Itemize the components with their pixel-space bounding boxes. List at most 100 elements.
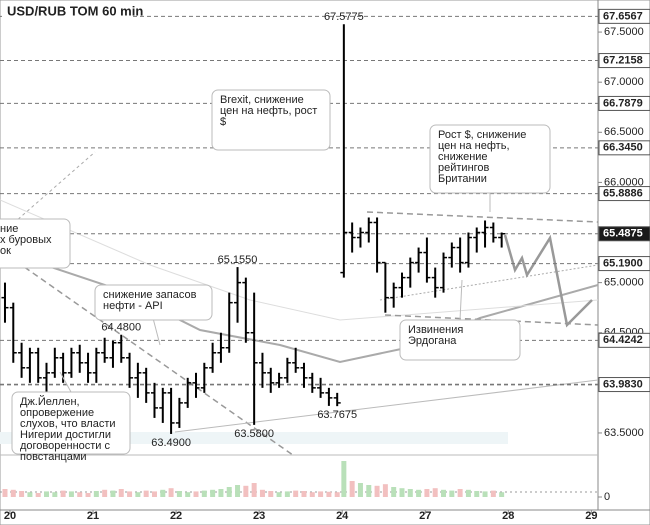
x-tick-label: 20 (4, 510, 16, 522)
title-bg (2, 3, 132, 21)
volume-bar (293, 490, 299, 497)
level-label-box (598, 256, 650, 272)
volume-bar (243, 485, 249, 497)
level-label-box (598, 377, 650, 393)
volume-bar (357, 483, 363, 497)
x-tick-label: 23 (253, 510, 265, 522)
volume-bar (201, 490, 207, 497)
volume-bar (465, 489, 471, 497)
volume-bar (118, 489, 124, 497)
volume-bar (127, 491, 133, 497)
volume-bar (143, 490, 149, 497)
volume-bar (27, 492, 33, 497)
callout-pointer (459, 279, 463, 321)
x-tick-label: 28 (502, 510, 514, 522)
callout-text: $ (220, 116, 226, 128)
value-label: 64.4800 (101, 322, 141, 334)
callout-text: Извинения (408, 324, 463, 336)
volume-bar (374, 485, 380, 497)
x-tick-label: 22 (170, 510, 182, 522)
callout-text: опровержение (20, 407, 94, 419)
volume-bar (218, 489, 224, 497)
volume-bar (168, 488, 174, 497)
callout-box (429, 124, 551, 194)
volume-bar (19, 491, 25, 497)
callout-text: снижение запасов (103, 289, 197, 301)
y-tick-label: 65.0000 (604, 277, 644, 289)
volume-bar (151, 491, 157, 497)
level-label-box (598, 53, 650, 69)
callout-text: Brexit, снижение (220, 94, 304, 106)
level-label-box (598, 186, 650, 202)
volume-bar (268, 491, 274, 497)
callout-text: Эрдогана (408, 335, 457, 347)
volume-bar (68, 491, 74, 497)
callout-text: повстанцами (20, 451, 87, 463)
volume-bar (499, 492, 505, 497)
volume-bar (301, 491, 307, 497)
volume-bar (110, 490, 116, 497)
volume-bar (457, 489, 463, 497)
volume-bar (441, 489, 447, 497)
volume-bar (44, 491, 50, 497)
callout-text: нефти - API (103, 300, 163, 312)
callout-text: рейтингов (438, 162, 490, 174)
volume-bar (52, 492, 58, 497)
volume-bar (318, 491, 324, 497)
level-label-box (598, 226, 650, 242)
volume-bar (432, 488, 438, 497)
level-label: 66.7879 (603, 97, 643, 109)
x-tick-label: 29 (585, 510, 597, 522)
y-tick-label: 67.5000 (604, 26, 644, 38)
level-label: 67.2158 (603, 54, 643, 66)
volume-bar (60, 490, 66, 497)
volume-bar (382, 484, 388, 497)
volume-bar (407, 489, 413, 497)
volume-bar (102, 489, 108, 497)
volume-bar (226, 487, 232, 497)
callout-box (94, 284, 213, 321)
volume-tick-label: 0 (604, 491, 610, 503)
level-label-box (598, 332, 650, 348)
volume-bar (251, 483, 257, 497)
level-label: 65.8886 (603, 187, 643, 199)
callout-box (211, 89, 331, 151)
value-label: 63.4900 (151, 437, 191, 449)
level-label: 65.4875 (603, 228, 643, 240)
callout-text: цен на нефть, рост (220, 105, 317, 117)
y-tick-label: 67.0000 (604, 76, 644, 88)
callout-text: Британии (438, 173, 487, 185)
volume-bar (176, 491, 182, 497)
volume-bar (35, 493, 41, 497)
callout-box (11, 391, 131, 455)
volume-bar (276, 492, 282, 497)
volume-bar (349, 481, 355, 497)
volume-bar (391, 487, 397, 497)
level-label-box (598, 95, 650, 111)
volume-bar (210, 489, 216, 497)
callout-text: слухов, что власти (20, 418, 116, 430)
chart-title: USD/RUB TOM 60 min (7, 3, 143, 18)
value-label: 63.5800 (234, 428, 274, 440)
callout-text: Рост $, снижение (438, 129, 526, 141)
volume-bar (490, 490, 496, 497)
volume-bar (334, 492, 340, 497)
callout-text: договоренности с (20, 440, 111, 452)
value-label: 63.7675 (317, 409, 357, 421)
bars (1, 24, 506, 434)
volume-bar (482, 491, 488, 497)
volume-bar (284, 491, 290, 497)
callout-text: ок (0, 245, 11, 257)
volume-bar (235, 485, 241, 497)
volume-bar (10, 489, 16, 497)
volume-bar (193, 491, 199, 497)
y-tick-label: 66.0000 (604, 176, 644, 188)
volume-bar (93, 491, 99, 497)
volume-bar (341, 461, 347, 497)
level-label: 64.4242 (603, 334, 643, 346)
level-label-box (598, 8, 650, 24)
level-label: 65.1900 (603, 257, 643, 269)
x-tick-label: 27 (419, 510, 431, 522)
volume-bar (160, 489, 166, 497)
